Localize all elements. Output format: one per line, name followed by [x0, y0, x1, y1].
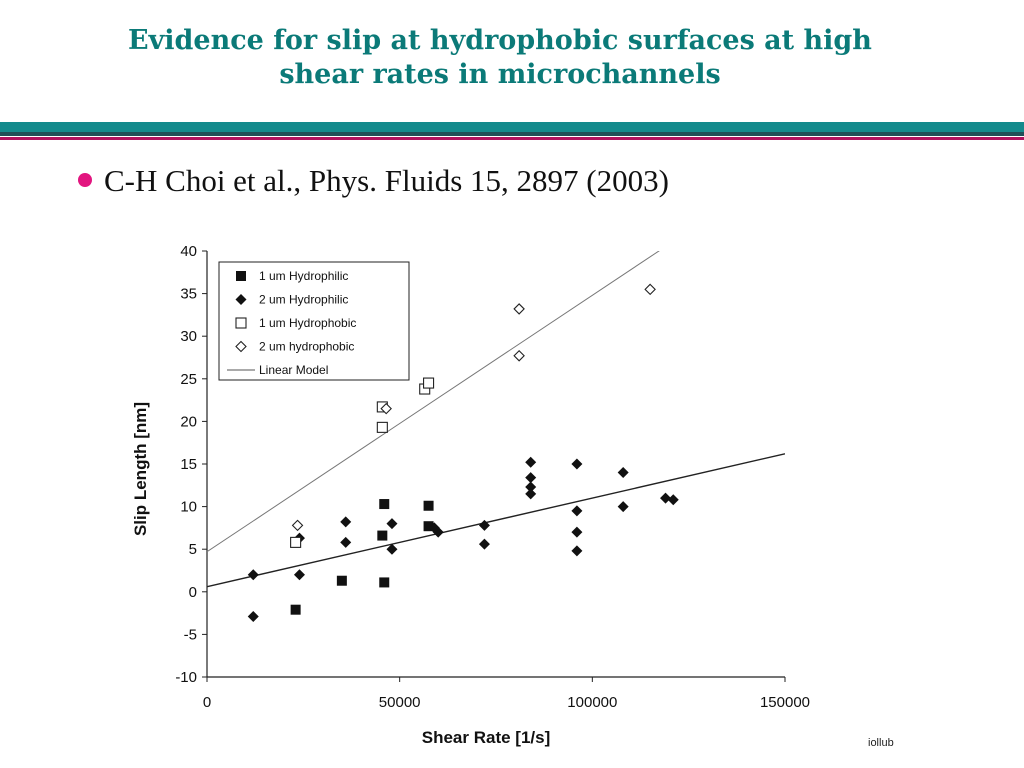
y-axis-label: Slip Length [nm]: [131, 402, 150, 536]
1-um-hydrophilic-point: [336, 575, 347, 586]
x-tick-label: 0: [203, 694, 211, 711]
2-um-hydrophilic-point: [525, 481, 537, 493]
2-um-hydrophilic-point: [293, 569, 305, 581]
slide-title-line-1: Evidence for slip at hydrophobic surface…: [128, 25, 872, 56]
2-um-hydrophilic-point: [247, 569, 259, 581]
1-um-hydrophobic-point: [423, 377, 435, 389]
linear-model-line: [207, 453, 785, 588]
2-um-hydrophilic-point: [432, 526, 444, 538]
legend-marker-swatch: [235, 317, 247, 329]
y-tick-label: 10: [180, 499, 197, 516]
1-um-hydrophobic-point: [290, 536, 302, 548]
legend-entry: 2 um Hydrophilic: [259, 293, 348, 307]
y-tick-label: 35: [180, 286, 197, 303]
2-um-hydrophilic-point: [660, 492, 672, 504]
legend-marker-swatch: [236, 271, 246, 281]
2-um-hydrophilic-point: [571, 505, 583, 517]
2-um-hydrophilic-point: [386, 518, 398, 530]
citation-bullet: C-H Choi et al., Phys. Fluids 15, 2897 (…: [78, 163, 669, 199]
2-um-hydrophilic-point: [478, 519, 490, 531]
2-um-hydrophilic-point: [478, 538, 490, 550]
legend-marker-swatch: [235, 340, 247, 353]
header-band-magenta: [0, 137, 1024, 140]
bullet-dot-icon: [78, 172, 92, 187]
x-tick-label: 100000: [567, 694, 617, 711]
1-um-hydrophilic-point: [423, 521, 434, 532]
slip-length-chart: -10 -5 0 5 10 15 20 25 30 35 40 0 50000 100000 150000 S…: [131, 243, 810, 747]
1-um-hydrophilic-point: [423, 500, 434, 511]
2-um-hydrophilic-point: [617, 501, 629, 513]
legend-entry: 1 um Hydrophobic: [259, 316, 356, 330]
citation-text: C-H Choi et al., Phys. Fluids 15, 2897 (…: [104, 163, 669, 198]
2-um-hydrophilic-point: [386, 543, 398, 555]
header-band-teal: [0, 122, 1024, 132]
2-um-hydrophobic-point: [291, 519, 304, 532]
legend-entry: 2 um hydrophobic: [259, 340, 354, 354]
2-um-hydrophilic-point: [571, 458, 583, 470]
y-tick-label: -10: [175, 669, 197, 686]
y-tick-label: 20: [180, 413, 197, 430]
y-tick-label: 0: [189, 584, 197, 601]
2-um-hydrophilic-point: [571, 526, 583, 538]
y-tick-label: 25: [180, 371, 197, 388]
1-um-hydrophilic-point: [379, 577, 390, 588]
slide-title-line-2: shear rates in microchannels: [279, 59, 721, 90]
2-um-hydrophobic-point: [644, 283, 656, 296]
2-um-hydrophilic-point: [617, 467, 629, 479]
legend-entry: Linear Model: [259, 363, 328, 377]
2-um-hydrophilic-point: [428, 522, 440, 534]
linear-model-line: [207, 251, 660, 553]
2-um-hydrophilic-point: [340, 516, 352, 528]
legend-box: [218, 261, 410, 381]
2-um-hydrophilic-point: [525, 488, 537, 500]
1-um-hydrophilic-point: [379, 499, 390, 510]
1-um-hydrophobic-point: [376, 421, 388, 433]
y-tick-label: 40: [180, 243, 197, 260]
2-um-hydrophilic-point: [247, 611, 259, 623]
x-tick-label: 50000: [379, 694, 421, 711]
legend-entry: 1 um Hydrophilic: [259, 269, 348, 283]
2-um-hydrophilic-point: [525, 472, 537, 484]
1-um-hydrophilic-point: [290, 604, 301, 615]
2-um-hydrophilic-point: [340, 536, 352, 548]
2-um-hydrophilic-point: [525, 456, 537, 468]
1-um-hydrophilic-point: [377, 530, 388, 541]
2-um-hydrophobic-point: [513, 303, 525, 315]
2-um-hydrophilic-point: [667, 494, 679, 506]
y-tick-label: -5: [184, 626, 197, 643]
2-um-hydrophilic-point: [571, 545, 583, 557]
x-tick-label: 150000: [760, 694, 810, 711]
y-tick-label: 30: [180, 328, 197, 345]
legend-marker-swatch: [235, 294, 247, 305]
x-axis-label: Shear Rate [1/s]: [422, 728, 551, 747]
y-tick-label: 15: [180, 456, 197, 473]
2-um-hydrophobic-point: [513, 350, 525, 362]
y-tick-label: 5: [189, 541, 197, 558]
slide-title: Evidence for slip at hydrophobic surface…: [0, 24, 1000, 92]
header-band-dark: [0, 132, 1024, 136]
2-um-hydrophobic-point: [380, 402, 392, 415]
footer-fragment: iollub: [868, 737, 894, 749]
